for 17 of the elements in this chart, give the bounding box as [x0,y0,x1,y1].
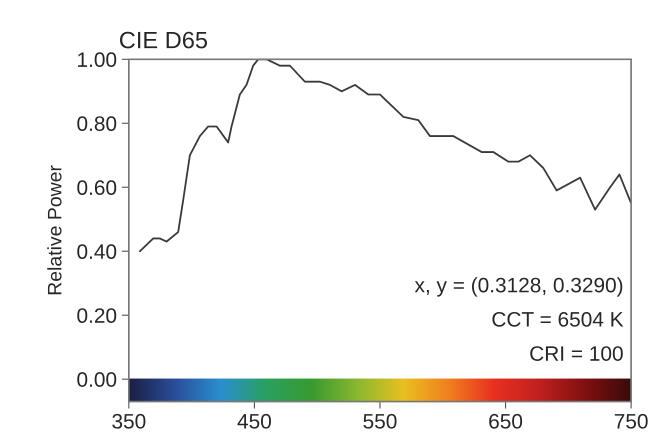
y-axis-title: Relative Power [47,165,62,294]
x-tick-label: 750 [614,414,648,429]
annotation: CRI = 100 [530,346,623,361]
x-tick-label: 450 [238,414,271,429]
y-tick-label: 0.40 [77,244,116,259]
x-tick-label: 350 [112,414,146,429]
x-tick-label: 650 [489,414,522,429]
line-series [138,59,632,252]
y-tick-label: 0.60 [77,180,116,195]
chart-title: CIE D65 [120,32,208,48]
y-tick-label: 0.80 [77,116,116,132]
y-tick-label: 0.00 [77,372,116,387]
annotation: x, y = (0.3128, 0.3290) [414,277,622,297]
annotation: CCT = 6504 K [492,312,624,327]
y-tick-label: 1.00 [78,52,116,68]
x-tick-label: 550 [363,414,397,429]
y-tick-label: 0.20 [77,308,116,323]
